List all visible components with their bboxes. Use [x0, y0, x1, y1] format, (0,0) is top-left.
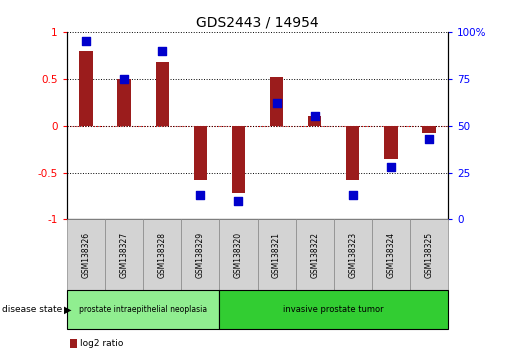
- Bar: [70, 339, 77, 348]
- Bar: [117, 79, 131, 126]
- Bar: [79, 51, 93, 126]
- Text: ▶: ▶: [64, 305, 72, 315]
- FancyBboxPatch shape: [410, 219, 448, 290]
- Text: GSM138323: GSM138323: [348, 232, 357, 278]
- FancyBboxPatch shape: [372, 219, 410, 290]
- Text: GSM138322: GSM138322: [310, 232, 319, 278]
- Bar: [194, 126, 207, 180]
- FancyBboxPatch shape: [181, 219, 219, 290]
- Title: GDS2443 / 14954: GDS2443 / 14954: [196, 15, 319, 29]
- FancyBboxPatch shape: [258, 219, 296, 290]
- Text: GSM138327: GSM138327: [119, 232, 129, 278]
- Text: GSM138328: GSM138328: [158, 232, 167, 278]
- Point: [425, 136, 433, 142]
- Text: GSM138321: GSM138321: [272, 232, 281, 278]
- Text: GSM138326: GSM138326: [81, 232, 91, 278]
- Bar: [384, 126, 398, 159]
- Text: GSM138324: GSM138324: [386, 232, 396, 278]
- Text: disease state: disease state: [2, 305, 62, 314]
- Text: GSM138325: GSM138325: [424, 232, 434, 278]
- Bar: [156, 62, 169, 126]
- FancyBboxPatch shape: [219, 219, 258, 290]
- FancyBboxPatch shape: [296, 219, 334, 290]
- Bar: [422, 126, 436, 133]
- Text: log2 ratio: log2 ratio: [80, 339, 123, 348]
- FancyBboxPatch shape: [143, 219, 181, 290]
- Bar: [270, 77, 283, 126]
- Point: [272, 100, 281, 106]
- Point: [234, 198, 243, 204]
- Point: [349, 192, 357, 198]
- FancyBboxPatch shape: [334, 219, 372, 290]
- Text: GSM138329: GSM138329: [196, 232, 205, 278]
- FancyBboxPatch shape: [219, 290, 448, 329]
- Point: [120, 76, 128, 81]
- Point: [311, 113, 319, 119]
- Text: invasive prostate tumor: invasive prostate tumor: [283, 305, 384, 314]
- Point: [82, 38, 90, 44]
- Point: [158, 48, 166, 53]
- Point: [196, 192, 204, 198]
- Bar: [308, 116, 321, 126]
- Bar: [232, 126, 245, 193]
- Text: prostate intraepithelial neoplasia: prostate intraepithelial neoplasia: [79, 305, 207, 314]
- Point: [387, 164, 395, 170]
- Text: GSM138320: GSM138320: [234, 232, 243, 278]
- FancyBboxPatch shape: [67, 290, 219, 329]
- Bar: [346, 126, 359, 180]
- FancyBboxPatch shape: [105, 219, 143, 290]
- FancyBboxPatch shape: [67, 219, 105, 290]
